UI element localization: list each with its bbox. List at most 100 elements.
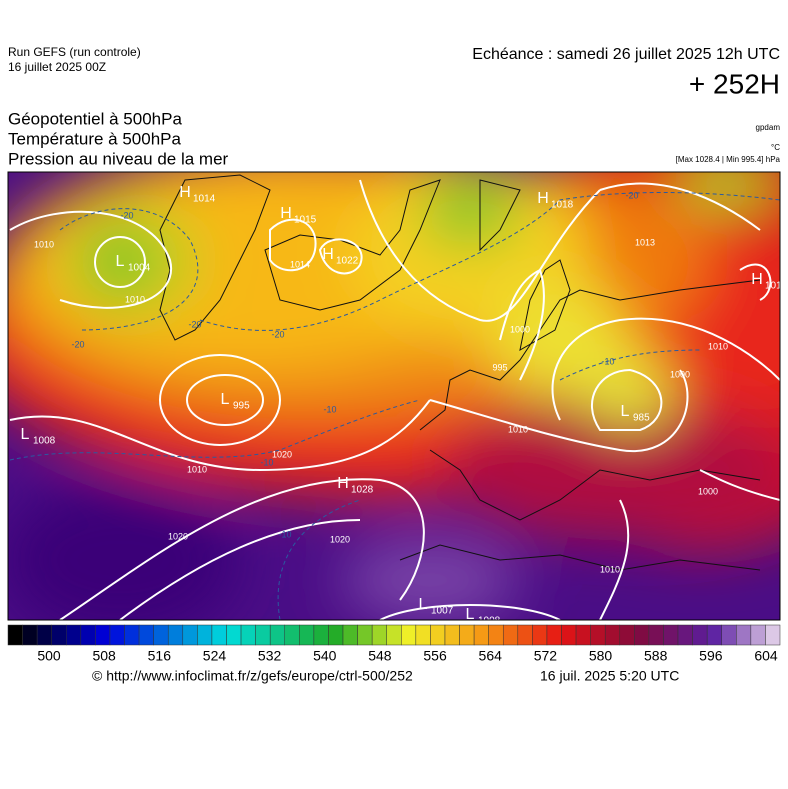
- colorbar-swatch: [502, 624, 519, 646]
- field-shading: [8, 172, 780, 620]
- center-value: 101: [765, 281, 782, 292]
- isotherm-label: -20: [271, 329, 284, 339]
- unit-geopotential: gpdam: [756, 123, 781, 132]
- unit-temperature: °C: [771, 143, 780, 152]
- isobar-label: 1013: [635, 237, 655, 247]
- isobar-label: 1000: [670, 369, 690, 379]
- isobar-label: 1014: [290, 259, 310, 269]
- colorbar-swatch: [532, 624, 548, 646]
- colorbar-swatch: [66, 624, 82, 646]
- center-value: 1015: [294, 215, 317, 226]
- colorbar-swatch: [750, 624, 766, 646]
- center-letter: L: [221, 391, 230, 408]
- lead-time: + 252H: [689, 68, 780, 99]
- colorbar-swatch: [299, 624, 315, 646]
- center-value: 1028: [351, 485, 374, 496]
- isobar-label: 995: [492, 362, 507, 372]
- center-letter: L: [21, 426, 30, 443]
- isobar-label: 1010: [125, 294, 145, 304]
- center-letter: H: [179, 184, 191, 201]
- center-value: 1022: [336, 256, 359, 267]
- map-frame: [7, 171, 781, 621]
- colorbar-swatch: [706, 624, 722, 646]
- colorbar-swatch: [459, 624, 475, 646]
- isotherm-label: -10: [260, 457, 273, 467]
- colorbar-swatch: [95, 624, 111, 646]
- colorbar-swatch: [22, 624, 38, 646]
- center-value: 1008: [33, 436, 56, 447]
- colorbar-swatch: [473, 624, 489, 646]
- colorbar-swatch: [517, 624, 533, 646]
- isobar-label: 1020: [168, 531, 188, 541]
- field-1: Géopotentiel à 500hPa: [8, 109, 182, 128]
- isotherm-label: -20: [625, 190, 638, 200]
- colorbar-swatch: [488, 624, 504, 646]
- colorbar-tick-label: 556: [423, 648, 447, 664]
- coastlines: [159, 174, 761, 571]
- run-label: Run GEFS (run controle): [8, 45, 141, 59]
- colorbar-tick-label: 564: [479, 648, 503, 664]
- field-2: Température à 500hPa: [8, 129, 181, 148]
- isobar-label: 1000: [510, 324, 530, 334]
- colorbar-swatch: [7, 624, 23, 646]
- colorbar-swatch: [255, 624, 271, 646]
- center-letter: H: [751, 271, 763, 288]
- valid-time: Echéance : samedi 26 juillet 2025 12h UT…: [472, 46, 780, 63]
- isotherms: [9, 192, 780, 620]
- colorbar-swatch: [226, 624, 242, 646]
- colorbar-swatch: [692, 624, 708, 646]
- colorbar-tick-label: 596: [699, 648, 723, 664]
- center-letter: H: [337, 475, 349, 492]
- colorbar-swatch: [677, 624, 693, 646]
- colorbar-swatch: [182, 624, 198, 646]
- colorbar-swatch: [401, 624, 417, 646]
- colorbar-swatch: [648, 624, 664, 646]
- isobar-label: 1010: [508, 424, 528, 434]
- center-value: 1014: [193, 194, 216, 205]
- colorbar-swatch: [663, 624, 679, 646]
- center-letter: H: [322, 246, 334, 263]
- colorbar-swatch: [575, 624, 591, 646]
- isobars: [9, 179, 780, 620]
- colorbar-tick-label: 588: [644, 648, 668, 664]
- colorbar-swatch: [430, 624, 446, 646]
- isotherm-label: -10: [278, 529, 291, 539]
- colorbar-tick-label: 540: [313, 648, 337, 664]
- center-value: 995: [233, 401, 250, 412]
- colorbar-swatch: [153, 624, 169, 646]
- colorbar-swatch: [211, 624, 227, 646]
- colorbar-tick-label: 604: [754, 648, 778, 664]
- colorbar-swatch: [124, 624, 140, 646]
- center-value: 985: [633, 413, 650, 424]
- isobar-label: 1020: [272, 449, 292, 459]
- source: © http://www.infoclimat.fr/z/gefs/europe…: [92, 668, 413, 684]
- isotherm-label: -20: [188, 319, 201, 329]
- isobar-label: 1010: [600, 564, 620, 574]
- center-letter: L: [419, 596, 428, 613]
- colorbar-tick-label: 508: [92, 648, 116, 664]
- colorbar-swatch: [415, 624, 431, 646]
- colorbar-swatch: [80, 624, 96, 646]
- colorbar-tick-label: 548: [368, 648, 392, 664]
- field-3: Pression au niveau de la mer: [8, 149, 229, 168]
- colorbar-swatch: [51, 624, 67, 646]
- issued: 16 juil. 2025 5:20 UTC: [540, 668, 679, 684]
- colorbar-swatch: [36, 624, 52, 646]
- isobar-label: 1010: [187, 464, 207, 474]
- colorbar-swatch: [590, 624, 606, 646]
- isobar-label: 1010: [34, 239, 54, 249]
- colorbar-swatch: [619, 624, 635, 646]
- center-value: 1007: [431, 606, 454, 617]
- isobar-label: 1000: [698, 486, 718, 496]
- colorbar-swatch: [357, 624, 373, 646]
- colorbar-swatch: [138, 624, 154, 646]
- colorbar-swatch: [109, 624, 125, 646]
- center-value: 1004: [128, 263, 151, 274]
- center-letter: L: [621, 403, 630, 420]
- colorbar-tick-label: 532: [258, 648, 282, 664]
- colorbar-swatch: [546, 624, 562, 646]
- colorbar-swatch: [765, 624, 781, 646]
- colorbar-swatch: [284, 624, 300, 646]
